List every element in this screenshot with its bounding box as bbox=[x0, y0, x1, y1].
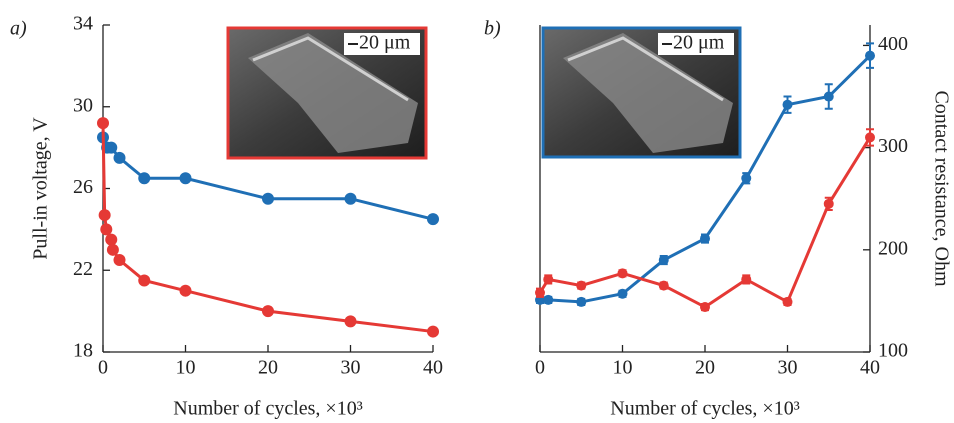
y-tick-label: 300 bbox=[878, 135, 908, 157]
data-point bbox=[107, 244, 119, 256]
data-point bbox=[99, 209, 111, 221]
y-tick-label: 200 bbox=[878, 237, 908, 259]
y-tick-label: 400 bbox=[878, 33, 908, 55]
data-point bbox=[138, 172, 150, 184]
x-axis-label: Number of cycles, ×10³ bbox=[173, 398, 362, 420]
x-tick-label: 40 bbox=[860, 357, 880, 379]
data-point bbox=[427, 326, 439, 338]
figure: a) 0 10 20 30 40 Number of cycles, ×10³ 18 22 26 3… bbox=[0, 0, 954, 423]
data-point bbox=[865, 132, 875, 142]
y-tick-label: 30 bbox=[73, 94, 93, 116]
data-point bbox=[345, 315, 357, 327]
data-point bbox=[543, 274, 553, 284]
x-tick-label: 30 bbox=[341, 357, 361, 379]
data-point bbox=[700, 302, 710, 312]
x-tick-label: 20 bbox=[258, 357, 278, 379]
x-axis-label: Number of cycles, ×10³ bbox=[610, 398, 799, 420]
data-point bbox=[262, 193, 274, 205]
data-point bbox=[138, 274, 150, 286]
data-point bbox=[180, 285, 192, 297]
data-point bbox=[180, 172, 192, 184]
x-tick-label: 0 bbox=[535, 357, 545, 379]
y-tick-label: 34 bbox=[73, 13, 93, 35]
data-point bbox=[262, 305, 274, 317]
series-line bbox=[540, 137, 870, 307]
data-point bbox=[824, 92, 834, 102]
data-point bbox=[618, 268, 628, 278]
data-point bbox=[100, 223, 112, 235]
y-tick-label: 100 bbox=[878, 340, 908, 362]
data-point bbox=[783, 297, 793, 307]
data-point bbox=[105, 142, 117, 154]
data-point bbox=[659, 281, 669, 291]
data-point bbox=[114, 152, 126, 164]
data-point bbox=[783, 100, 793, 110]
data-point bbox=[535, 288, 545, 298]
x-tick-label: 40 bbox=[423, 357, 443, 379]
x-tick-label: 0 bbox=[98, 357, 108, 379]
y-tick-label: 22 bbox=[73, 258, 93, 280]
data-point bbox=[618, 289, 628, 299]
panel-label: b) bbox=[484, 18, 501, 40]
data-point bbox=[659, 255, 669, 265]
data-point bbox=[345, 193, 357, 205]
data-point bbox=[741, 274, 751, 284]
data-point bbox=[427, 213, 439, 225]
data-point bbox=[865, 51, 875, 61]
data-point bbox=[824, 199, 834, 209]
scale-label: 20 μm bbox=[359, 32, 411, 54]
data-point bbox=[543, 295, 553, 305]
data-point bbox=[700, 234, 710, 244]
data-point bbox=[576, 281, 586, 291]
panel-label: a) bbox=[10, 18, 27, 40]
x-tick-label: 10 bbox=[613, 357, 633, 379]
x-tick-label: 10 bbox=[176, 357, 196, 379]
data-point bbox=[97, 117, 109, 129]
y-tick-label: 18 bbox=[73, 340, 93, 362]
data-point bbox=[576, 297, 586, 307]
x-tick-label: 20 bbox=[695, 357, 715, 379]
data-point bbox=[114, 254, 126, 266]
y-tick-label: 26 bbox=[73, 176, 93, 198]
y-axis-label: Contact resistance, Ohm bbox=[930, 90, 952, 286]
y-axis-label: Pull-in voltage, V bbox=[30, 117, 52, 260]
x-tick-label: 30 bbox=[778, 357, 798, 379]
scale-label: 20 μm bbox=[673, 32, 725, 54]
data-point bbox=[105, 234, 117, 246]
data-point bbox=[741, 173, 751, 183]
